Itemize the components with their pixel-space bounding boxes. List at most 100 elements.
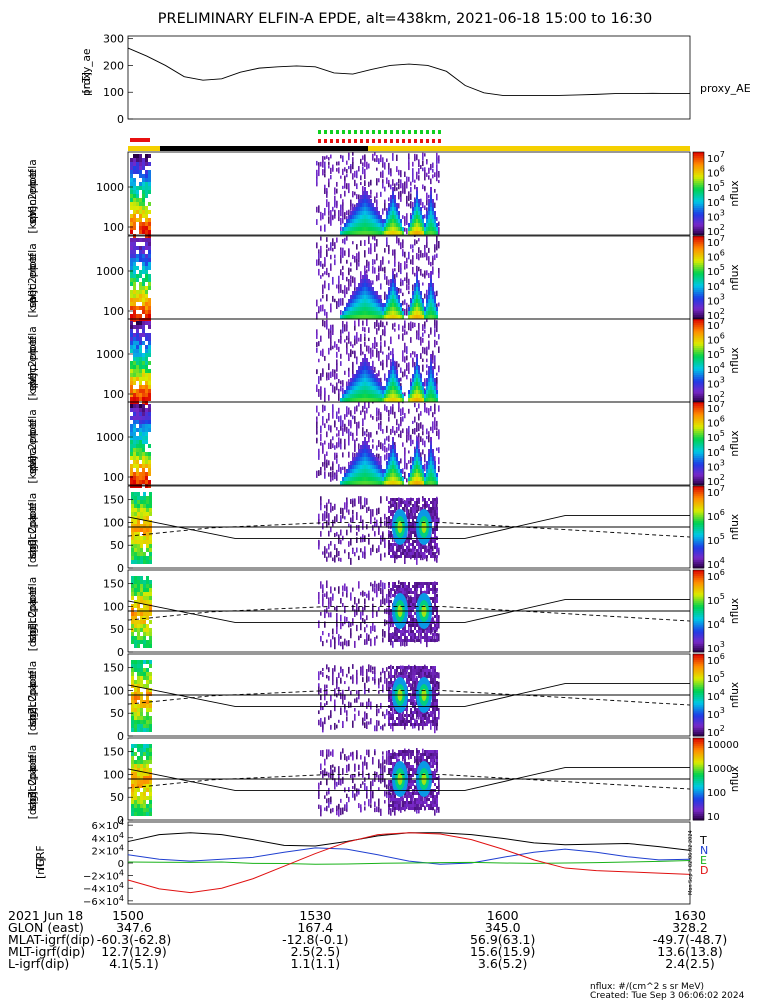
spec3-speckle	[414, 416, 416, 423]
spec2-speckle	[394, 328, 396, 332]
spec2-speckle	[422, 346, 424, 354]
pa0-block-cell	[406, 507, 408, 510]
pa1-cell	[131, 584, 134, 588]
spec0-speckle	[330, 210, 332, 219]
pa0-speckle	[324, 546, 326, 551]
spec3-speckle	[404, 412, 406, 419]
spec3-enhancement-cell	[396, 465, 398, 469]
pa1-cell	[146, 600, 149, 604]
spec2-enhancement-cell	[400, 398, 402, 402]
spec0-speckle	[334, 211, 336, 216]
spec2-enhancement-cell	[422, 398, 424, 402]
pa0-speckle	[328, 530, 330, 537]
spec0-enhancement-cell	[360, 215, 362, 219]
spec0-enhancement-cell	[392, 187, 394, 191]
pa0-block-cell	[410, 555, 412, 558]
spec0-enhancement-cell	[346, 219, 348, 223]
spec1-enhancement-cell	[432, 283, 434, 287]
spec1-enhancement-cell	[394, 299, 396, 303]
spec2-speckle	[438, 346, 440, 353]
spec1-colorbar-cell	[693, 242, 704, 245]
spec0-speckle	[360, 175, 362, 181]
spec1-ylabel-line: anti	[27, 283, 39, 303]
spec0-speckle	[328, 206, 330, 213]
spec1-cell	[148, 302, 151, 306]
pa0-cell	[131, 528, 134, 532]
spec1-enhancement-cell	[392, 271, 394, 275]
pa1-cell	[134, 600, 137, 604]
spec2-enhancement-cell	[384, 394, 386, 398]
ae-tick-label: 0	[117, 113, 124, 126]
spec0-enhancement-cell	[394, 211, 396, 215]
spec0-speckle	[436, 156, 438, 164]
spec2-speckle	[402, 350, 404, 358]
pa0-speckle	[362, 551, 364, 556]
pa0-block-cell	[416, 516, 418, 519]
spec3-speckle	[388, 443, 390, 451]
spec1-enhancement-cell	[428, 311, 430, 315]
spec3-enhancement-cell	[388, 469, 390, 473]
spec0-enhancement-cell	[392, 207, 394, 211]
spec0-enhancement-cell	[414, 207, 416, 211]
spec3-frame	[127, 401, 691, 486]
spec3-enhancement-cell	[392, 469, 394, 473]
spec0-speckle	[328, 165, 330, 169]
pa1-speckle	[382, 637, 384, 643]
spec0-enhancement-cell	[418, 219, 420, 223]
spec2-enhancement-cell	[414, 370, 416, 374]
spec2-speckle	[380, 335, 382, 341]
spec0-enhancement-cell	[354, 231, 356, 235]
spec0-speckle	[342, 217, 344, 224]
spec2-ylabel-line: en	[27, 349, 39, 362]
spec2-enhancement-cell	[414, 386, 416, 390]
spec0-colorbar-frame	[692, 151, 705, 236]
spec2-cell	[133, 365, 136, 369]
spec2-speckle	[356, 356, 358, 360]
spec3-enhancement-cell	[432, 465, 434, 469]
spec0-colorbar-tick: 104	[707, 194, 725, 209]
pa0-block-cell	[432, 513, 434, 516]
spec3-speckle	[422, 438, 424, 446]
spec2-enhancement-cell	[398, 386, 400, 390]
spec0-enhancement-cell	[356, 215, 358, 219]
spec1-enhancement-cell	[354, 291, 356, 295]
spec2-enhancement-cell	[370, 386, 372, 390]
spec2-cell	[130, 333, 133, 337]
spec2-enhancement-cell	[388, 386, 390, 390]
spec1-cell	[148, 298, 151, 302]
spec0-speckle	[414, 184, 416, 190]
spec3-cell	[136, 408, 139, 412]
pa0-colorbar-cell	[693, 545, 704, 548]
spec0-cell	[136, 162, 139, 166]
spec1-cell	[142, 318, 145, 322]
spec1-speckle	[436, 236, 438, 243]
spec3-ylabel-line: [keV]	[27, 456, 39, 484]
spec3-enhancement-cell	[418, 469, 420, 473]
spec0-cell	[142, 210, 145, 214]
pa1-cell	[149, 604, 152, 608]
spec0-speckle	[392, 153, 394, 161]
spec2-enhancement-cell	[416, 366, 418, 370]
spec3-enhancement-cell	[386, 477, 388, 481]
spec0-cell	[136, 186, 139, 190]
pa1-speckle	[324, 621, 326, 628]
spec1-speckle	[424, 293, 426, 299]
spec0-speckle	[334, 187, 336, 193]
spec3-enhancement-cell	[378, 473, 380, 477]
spec1-speckle	[404, 277, 406, 282]
spec0-speckle	[386, 177, 388, 184]
spec1-enhancement-cell	[426, 315, 428, 319]
spec0-speckle	[336, 168, 338, 172]
spec1-enhancement-cell	[362, 291, 364, 295]
spec2-speckle	[340, 380, 342, 385]
spec0-cell	[145, 162, 148, 166]
spec2-speckle	[356, 358, 358, 365]
spec1-speckle	[404, 251, 406, 258]
spec1-cell	[148, 274, 151, 278]
spec1-cell	[136, 294, 139, 298]
spec2-speckle	[352, 350, 354, 355]
spec1-speckle	[344, 285, 346, 289]
spec1-enhancement-cell	[370, 291, 372, 295]
spec2-enhancement-cell	[426, 390, 428, 394]
spec3-speckle	[380, 413, 382, 420]
